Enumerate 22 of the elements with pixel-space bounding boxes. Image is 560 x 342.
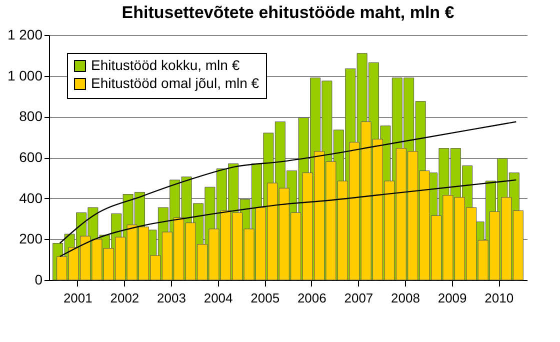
y-tick-label: 400	[19, 190, 43, 206]
y-tick-label: 1 200	[7, 26, 43, 42]
x-tick-label: 2002	[110, 290, 140, 306]
x-tick-label: 2004	[204, 290, 233, 306]
y-tick-label: 1 000	[7, 67, 43, 84]
x-tick-label: 2003	[157, 290, 186, 306]
y-tick-label: 800	[19, 108, 43, 124]
y-tick-label: 200	[19, 230, 43, 247]
line-series	[59, 179, 517, 258]
x-tick-label: 2010	[484, 290, 514, 306]
x-tick-label: 2001	[63, 290, 92, 306]
x-tick-label: 2007	[344, 290, 374, 306]
x-tick-label: 2006	[297, 290, 326, 306]
line-series	[59, 121, 517, 244]
x-tick-label: 2005	[250, 290, 280, 306]
y-tick-label: 600	[19, 149, 43, 165]
x-tick-label: 2008	[391, 290, 420, 306]
legend-label: Ehitustööd kokku, mln €	[91, 57, 240, 73]
chart-title: Ehitusettevõtete ehitustööde maht, mln €	[122, 3, 455, 22]
y-tick-label: 0	[34, 272, 43, 288]
legend-label: Ehitustööd omal jõul, mln €	[91, 75, 260, 91]
x-tick-label: 2009	[438, 290, 467, 306]
